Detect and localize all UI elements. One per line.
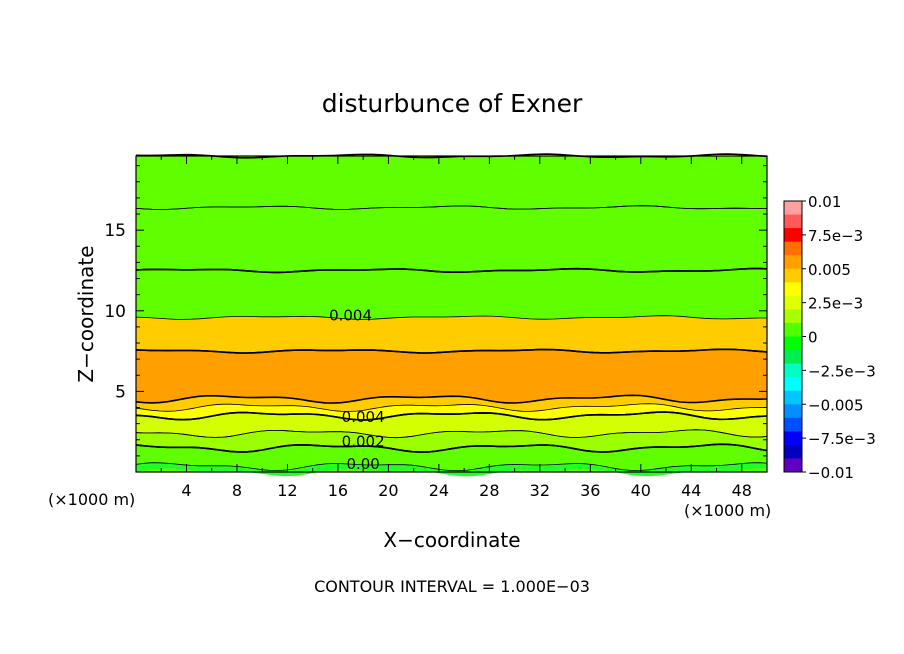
contour-band xyxy=(136,349,767,404)
x-tick-label: 12 xyxy=(277,481,297,500)
x-tick-label: 48 xyxy=(732,481,752,500)
chart-title: disturbunce of Exner xyxy=(322,89,583,118)
colorbar-segment xyxy=(784,363,802,378)
contour-band xyxy=(136,395,767,412)
x-tick-label: 24 xyxy=(429,481,449,500)
colorbar-segment xyxy=(784,241,802,256)
colorbar-tick-label: 0 xyxy=(808,329,818,347)
contour-label: 0.002 xyxy=(342,432,385,450)
contour-label: 0.00 xyxy=(346,455,379,473)
colorbar-segment xyxy=(784,336,802,351)
colorbar-segment xyxy=(784,295,802,310)
colorbar-segment xyxy=(784,350,802,365)
contour-band xyxy=(136,429,767,453)
colorbar-segment xyxy=(784,458,802,473)
contour-line xyxy=(135,443,768,453)
x-tick-label: 4 xyxy=(181,481,191,500)
colorbar-tick-label: −0.01 xyxy=(808,464,854,482)
x-axis-label: X−coordinate xyxy=(383,528,520,552)
colorbar-tick-label: 0.01 xyxy=(808,193,841,211)
x-tick-label: 8 xyxy=(232,481,242,500)
plot-frame xyxy=(135,155,768,473)
x-tick-label: 32 xyxy=(530,481,550,500)
colorbar-tick-label: −0.005 xyxy=(808,396,864,414)
x-unit-right: (×1000 m) xyxy=(684,501,771,520)
contour-labels: 0.004 0.004 0.002 0.00 xyxy=(329,307,385,473)
colorbar-segment xyxy=(784,282,802,297)
y-axis: 5 10 15 xyxy=(104,165,767,457)
contour-line xyxy=(135,411,768,421)
contour-line xyxy=(135,205,767,210)
x-tick-label: 40 xyxy=(631,481,651,500)
x-unit-left: (×1000 m) xyxy=(48,490,135,509)
contour-label: 0.004 xyxy=(329,307,372,325)
x-tick-label: 36 xyxy=(580,481,600,500)
x-tick-label: 28 xyxy=(479,481,499,500)
x-tick-label: 16 xyxy=(328,481,348,500)
colorbar-tick-label: 2.5e−3 xyxy=(808,295,863,313)
colorbar: 0.01 7.5e−3 0.005 2.5e−3 0 −2.5e−3 −0.005 −7.5e… xyxy=(783,193,876,482)
contour-line xyxy=(135,462,768,472)
y-tick-label: 15 xyxy=(104,221,126,241)
colorbar-segment xyxy=(784,214,802,229)
contour-line xyxy=(135,153,768,159)
colorbar-segment xyxy=(784,255,802,270)
contour-band xyxy=(136,462,767,477)
colorbar-segment xyxy=(784,444,802,459)
x-tick-label: 20 xyxy=(378,481,398,500)
contour-band xyxy=(136,315,767,353)
y-axis-label: Z−coordinate xyxy=(74,245,98,382)
y-tick-label: 10 xyxy=(104,302,126,322)
colorbar-tick-label: 0.005 xyxy=(808,261,851,279)
contour-interval-note: CONTOUR INTERVAL = 1.000E−03 xyxy=(314,577,590,596)
colorbar-segment xyxy=(784,322,802,337)
contour-line xyxy=(135,429,768,439)
x-axis: 4 8 12 16 20 24 28 32 36 40 44 48 xyxy=(160,156,752,500)
contour-label: 0.004 xyxy=(342,408,385,426)
contour-band xyxy=(136,444,767,471)
contour-line xyxy=(135,315,767,320)
x-tick-label: 44 xyxy=(681,481,701,500)
filled-contours xyxy=(136,156,767,477)
contour-line xyxy=(135,403,768,412)
colorbar-segment xyxy=(784,417,802,432)
contour-lines xyxy=(135,153,768,472)
colorbar-segment xyxy=(784,309,802,324)
colorbar-segment xyxy=(784,268,802,283)
y-tick-label: 5 xyxy=(115,382,126,402)
colorbar-segment xyxy=(784,228,802,243)
colorbar-tick-label: −7.5e−3 xyxy=(808,430,876,448)
colorbar-segment xyxy=(784,404,802,419)
colorbar-tick-label: 7.5e−3 xyxy=(808,227,863,245)
colorbar-segment xyxy=(784,377,802,392)
colorbar-segment xyxy=(784,390,802,405)
contour-line xyxy=(135,394,768,404)
colorbar-tick-label: −2.5e−3 xyxy=(808,362,876,380)
colorbar-segment xyxy=(784,201,802,216)
colorbar-segment xyxy=(784,431,802,446)
contour-line xyxy=(135,348,768,354)
plot-area: 0.004 0.004 0.002 0.00 xyxy=(135,153,768,477)
contour-line xyxy=(135,267,768,274)
